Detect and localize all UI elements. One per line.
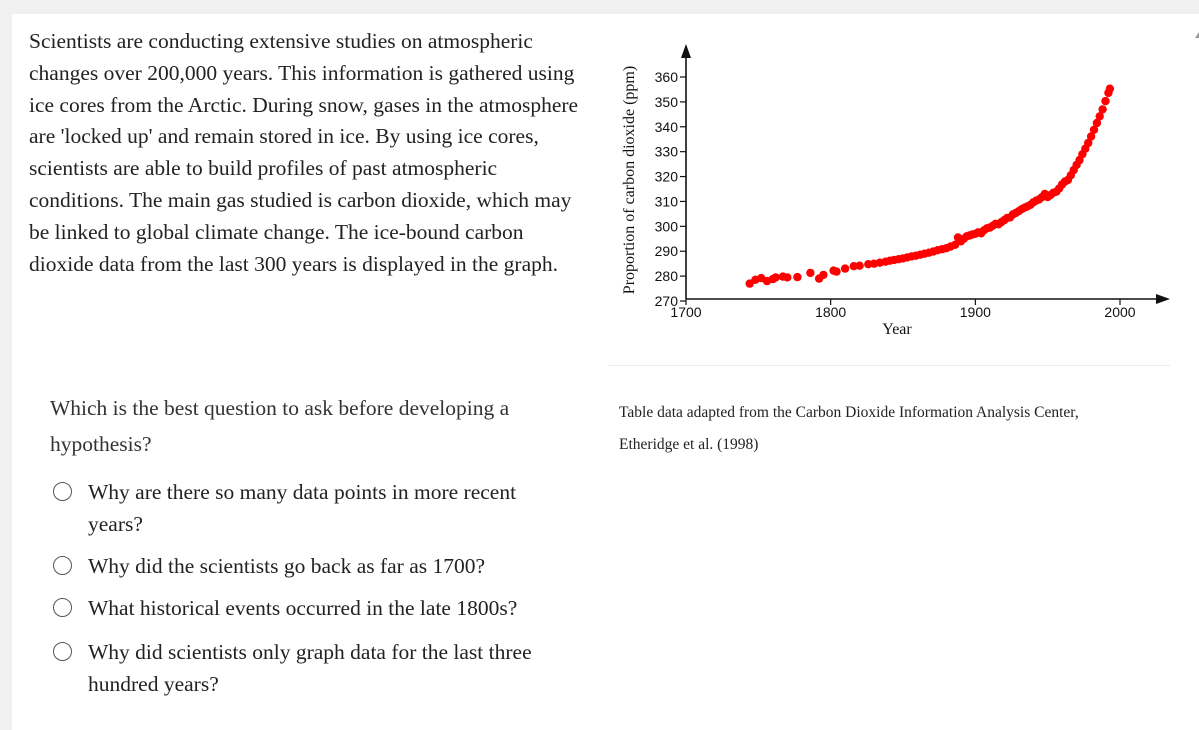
data-point	[1089, 125, 1099, 134]
answer-option-2[interactable]: Why did the scientists go back as far as…	[50, 550, 550, 582]
radio-button-1[interactable]	[53, 482, 72, 501]
scroll-up-icon[interactable]	[1195, 32, 1199, 38]
source-note-line-2: Etheridge et al. (1998)	[619, 436, 759, 453]
y-axis: 270 280 290 300 310 320 330 340 350 360	[655, 44, 691, 309]
y-tick-label: 290	[655, 243, 679, 259]
y-tick-label: 280	[655, 268, 679, 284]
y-tick-label: 310	[655, 193, 679, 209]
data-point	[1084, 138, 1093, 148]
data-point	[819, 270, 828, 280]
y-tick-label: 320	[655, 169, 679, 185]
question-panel: Scientists are conducting extensive stud…	[12, 14, 1199, 730]
y-tick-label: 350	[655, 94, 679, 110]
source-note-line-1: Table data adapted from the Carbon Dioxi…	[619, 404, 1079, 421]
data-point	[793, 272, 802, 282]
data-point	[806, 268, 815, 278]
radio-button-4[interactable]	[53, 642, 72, 661]
x-tick-label: 1700	[670, 304, 701, 320]
data-point	[1095, 112, 1104, 121]
answer-option-2-label: Why did the scientists go back as far as…	[88, 554, 486, 578]
x-axis-arrow-icon	[1156, 294, 1170, 304]
answer-option-4[interactable]: Why did scientists only graph data for t…	[50, 636, 550, 700]
answer-option-1-label: Why are there so many data points in mor…	[88, 480, 517, 536]
x-tick-label: 2000	[1104, 304, 1135, 320]
x-tick-label: 1900	[960, 304, 991, 320]
answer-option-3-label: What historical events occurred in the l…	[88, 596, 518, 620]
y-tick-label: 340	[655, 119, 679, 135]
x-axis-label: Year	[882, 321, 912, 338]
answer-option-3[interactable]: What historical events occurred in the l…	[50, 592, 550, 624]
radio-button-2[interactable]	[53, 556, 72, 575]
y-tick-label: 360	[655, 69, 679, 85]
x-axis: 1700 1800 1900 2000	[670, 294, 1170, 320]
data-point	[783, 273, 792, 282]
data-point	[832, 267, 841, 276]
y-tick-label: 300	[655, 218, 679, 234]
answer-option-4-label: Why did scientists only graph data for t…	[88, 640, 532, 696]
data-point	[1105, 84, 1115, 93]
data-point	[1098, 105, 1107, 114]
question-block: Which is the best question to ask before…	[50, 390, 550, 700]
data-point	[840, 264, 850, 273]
y-axis-arrow-icon	[681, 44, 691, 58]
question-text: Which is the best question to ask before…	[50, 396, 510, 456]
divider	[608, 365, 1170, 366]
passage-text: Scientists are conducting extensive stud…	[29, 29, 579, 276]
data-point	[1086, 132, 1096, 141]
y-tick-label: 270	[655, 293, 679, 309]
answer-option-1[interactable]: Why are there so many data points in mor…	[50, 476, 550, 540]
data-points	[745, 84, 1115, 288]
data-point	[1101, 96, 1110, 106]
y-axis-label: Proportion of carbon dioxide (ppm)	[621, 66, 638, 294]
data-point	[855, 261, 864, 270]
y-tick-label: 330	[655, 144, 679, 160]
radio-button-3[interactable]	[53, 598, 72, 617]
source-note: Table data adapted from the Carbon Dioxi…	[619, 397, 1159, 461]
x-tick-label: 1800	[815, 304, 846, 320]
data-point	[771, 273, 780, 282]
data-point	[1092, 118, 1102, 128]
